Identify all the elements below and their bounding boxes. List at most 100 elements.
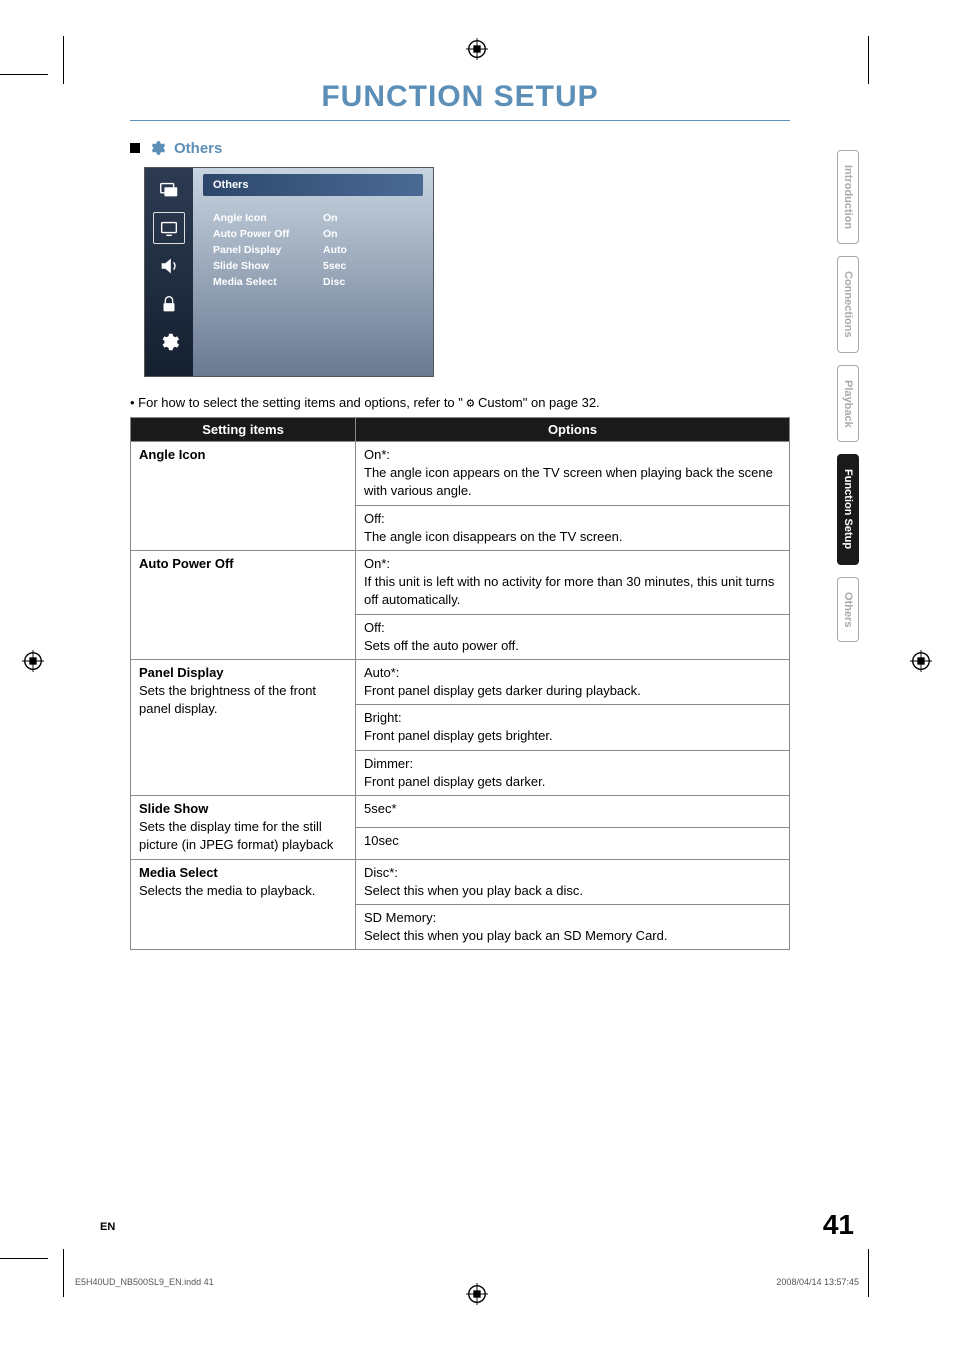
option-label: 10sec <box>364 833 399 848</box>
side-tab[interactable]: Introduction <box>837 150 859 244</box>
print-mark-top <box>466 38 488 60</box>
table-header-setting: Setting items <box>131 418 356 442</box>
option-desc: Select this when you play back an SD Mem… <box>364 928 667 943</box>
panel-row: Media SelectDisc <box>203 274 423 290</box>
setting-cell: Panel Display Sets the brightness of the … <box>131 659 356 795</box>
footer-timestamp: 2008/04/14 13:57:45 <box>776 1277 859 1287</box>
option-label: On*: <box>364 556 390 571</box>
panel-row: Panel DisplayAuto <box>203 242 423 258</box>
setup-panel-sidebar <box>145 168 193 376</box>
crop-mark <box>0 1258 48 1259</box>
option-cell: Disc*: Select this when you play back a d… <box>356 859 790 904</box>
option-label: Off: <box>364 511 385 526</box>
note-prefix: • For how to select the setting items an… <box>130 395 463 410</box>
crop-mark <box>868 1249 869 1297</box>
crop-mark <box>63 1249 64 1297</box>
setting-name: Auto Power Off <box>139 556 234 571</box>
table-row: Media Select Selects the media to playbac… <box>131 859 790 904</box>
page-number: 41 <box>823 1209 854 1241</box>
table-row: Auto Power Off On*: If this unit is left w… <box>131 550 790 614</box>
panel-row: Angle IconOn <box>203 210 423 226</box>
table-row: Slide ShowSets the display time for the … <box>131 796 790 828</box>
crop-mark <box>0 74 48 75</box>
option-label: Bright: <box>364 710 402 725</box>
setting-cell: Media Select Selects the media to playbac… <box>131 859 356 950</box>
panel-row-value: On <box>323 212 338 224</box>
option-label: Dimmer: <box>364 756 413 771</box>
side-tab[interactable]: Playback <box>837 365 859 443</box>
panel-row-value: On <box>323 228 338 240</box>
option-desc: Front panel display gets darker during p… <box>364 683 641 698</box>
table-row: Angle Icon On*: The angle icon appears on … <box>131 442 790 506</box>
option-cell: Off:The angle icon disappears on the TV … <box>356 505 790 550</box>
setting-cell: Slide Show Sets the display time for the … <box>131 796 356 860</box>
side-tab[interactable]: Others <box>837 577 859 642</box>
setting-name: Media Select <box>139 865 218 880</box>
panel-row-label: Panel Display <box>213 244 323 256</box>
side-tab[interactable]: Connections <box>837 256 859 353</box>
panel-row: Slide Show5sec <box>203 258 423 274</box>
setting-name: Angle Icon <box>139 447 205 462</box>
panel-row-value: 5sec <box>323 260 346 272</box>
option-label: Off: <box>364 620 385 635</box>
side-tab[interactable]: Function Setup <box>837 454 859 564</box>
setting-desc: Selects the media to playback. <box>139 883 315 898</box>
panel-row-label: Slide Show <box>213 260 323 272</box>
language-icon <box>153 174 185 206</box>
setup-panel: Others Angle IconOnAuto Power OffOnPanel… <box>144 167 434 377</box>
page-language: EN <box>100 1221 115 1233</box>
panel-row-value: Disc <box>323 276 345 288</box>
setting-name: Panel Display <box>139 665 224 680</box>
option-cell: Dimmer: Front panel display gets darker. <box>356 750 790 795</box>
section-title: Others <box>174 140 222 157</box>
custom-icon: ⚙ <box>467 396 475 411</box>
square-bullet-icon <box>130 143 140 153</box>
print-mark-bottom <box>466 1283 488 1305</box>
side-tabs: Introduction Connections Playback Function … <box>837 150 859 642</box>
option-label: Auto*: <box>364 665 399 680</box>
setting-cell: Angle Icon <box>131 442 356 551</box>
crop-mark <box>868 36 869 84</box>
option-cell: On*: If this unit is left with no activit… <box>356 550 790 614</box>
table-row: Panel DisplaySets the brightness of the … <box>131 659 790 704</box>
option-desc: If this unit is left with no activity fo… <box>364 574 774 607</box>
option-cell: 5sec* <box>356 796 790 828</box>
option-cell: Auto*: Front panel display gets darker du… <box>356 659 790 704</box>
section-heading: Others <box>130 139 790 157</box>
title-divider <box>130 120 790 121</box>
option-label: On*: <box>364 447 390 462</box>
note-suffix: Custom" on page 32. <box>478 395 600 410</box>
settings-table: Setting items Options Angle Icon On*: The … <box>130 417 790 950</box>
crop-mark <box>63 36 64 84</box>
option-desc: Front panel display gets brighter. <box>364 728 553 743</box>
panel-row: Auto Power OffOn <box>203 226 423 242</box>
table-header-options: Options <box>356 418 790 442</box>
option-label: Disc*: <box>364 865 398 880</box>
option-desc: Front panel display gets darker. <box>364 774 545 789</box>
option-cell: 10sec <box>356 827 790 859</box>
audio-icon <box>153 250 185 282</box>
setting-name: Slide Show <box>139 801 208 816</box>
setup-panel-body: Others Angle IconOnAuto Power OffOnPanel… <box>193 168 433 376</box>
option-desc: The angle icon appears on the TV screen … <box>364 465 773 498</box>
option-desc: Sets off the auto power off. <box>364 638 519 653</box>
panel-row-label: Auto Power Off <box>213 228 323 240</box>
gear-icon <box>148 139 166 157</box>
setting-desc: Sets the brightness of the front panel d… <box>139 683 316 716</box>
print-mark-left <box>22 650 44 672</box>
panel-row-label: Media Select <box>213 276 323 288</box>
reference-note: • For how to select the setting items an… <box>130 395 790 411</box>
footer-file: E5H40UD_NB500SL9_EN.indd 41 <box>75 1277 214 1287</box>
setting-cell: Auto Power Off <box>131 550 356 659</box>
print-mark-right <box>910 650 932 672</box>
option-cell: On*: The angle icon appears on the TV scr… <box>356 442 790 506</box>
setting-desc: Sets the display time for the still pict… <box>139 819 333 852</box>
option-label: 5sec* <box>364 801 397 816</box>
option-label: SD Memory: <box>364 910 436 925</box>
panel-row-label: Angle Icon <box>213 212 323 224</box>
parental-icon <box>153 288 185 320</box>
others-icon <box>153 326 185 358</box>
option-desc: Select this when you play back a disc. <box>364 883 583 898</box>
option-cell: Off: Sets off the auto power off. <box>356 614 790 659</box>
option-cell: Bright: Front panel display gets brighter… <box>356 705 790 750</box>
